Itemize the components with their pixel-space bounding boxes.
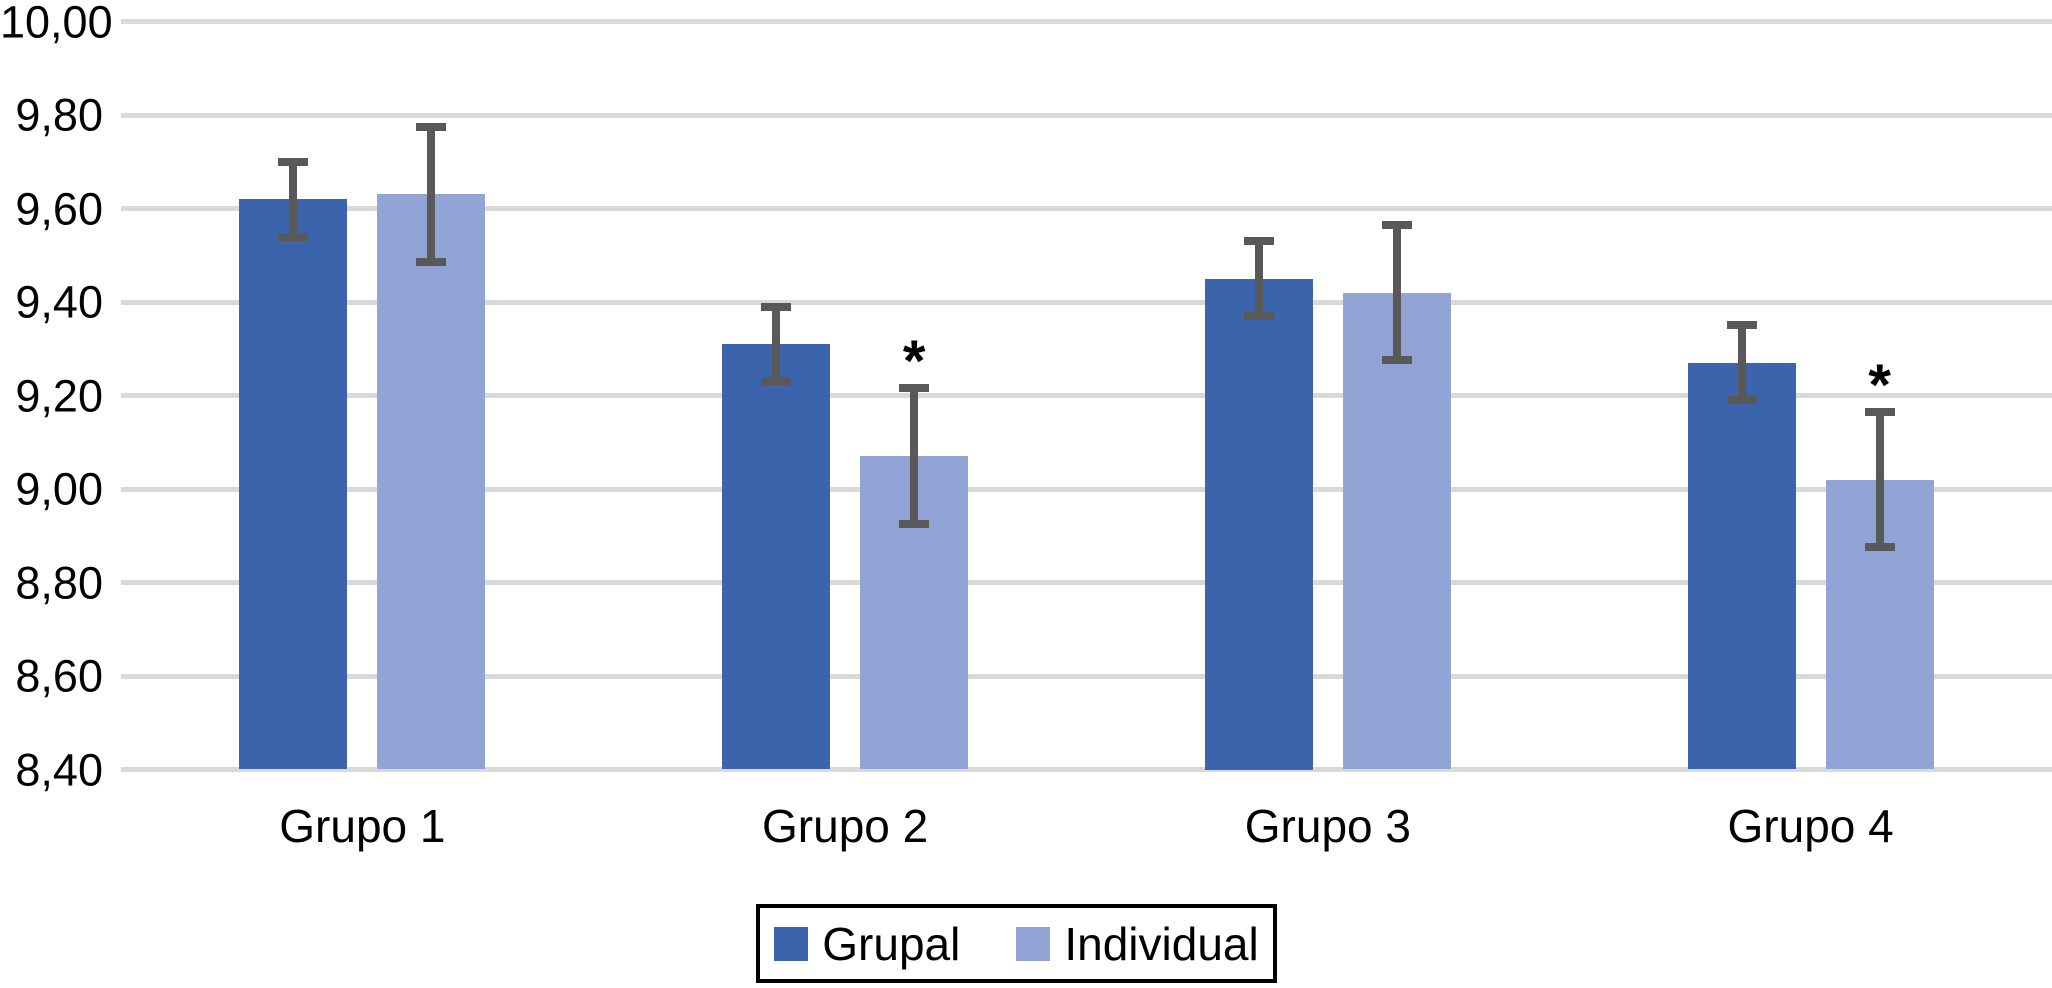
bar-grupal-grupo-2 [722,344,831,770]
error-bar-cap-bottom-individual-grupo-4 [1864,543,1895,552]
gridline-9-80 [121,112,2052,118]
error-bar-cap-top-individual-grupo-3 [1381,220,1412,229]
legend-label-grupal: Grupal [822,917,961,970]
bar-individual-grupo-1 [377,194,486,770]
legend: Grupal Individual [756,904,1277,983]
gridline-8-60 [121,673,2052,679]
x-axis-category-label-grupo-4: Grupo 4 [1727,800,1894,852]
error-bar-individual-grupo-1 [427,126,436,263]
bar-grupal-grupo-3 [1204,278,1313,770]
significance-asterisk-individual-grupo-2: * [902,329,926,395]
error-bar-cap-bottom-grupal-grupo-3 [1243,312,1274,321]
gridline-9-20 [121,393,2052,398]
error-bar-grupal-grupo-4 [1737,325,1746,401]
bar-grupal-grupo-4 [1687,362,1796,770]
error-bar-individual-grupo-4 [1875,411,1884,548]
gridline-10-00 [121,19,2052,24]
error-bar-cap-top-individual-grupo-4 [1864,407,1895,416]
gridline-8-40 [121,767,2052,772]
legend-item-individual: Individual [1016,917,1259,970]
error-bar-cap-top-grupal-grupo-1 [278,157,309,166]
y-axis-tick-label-8-60: 8,60 [15,650,103,702]
legend-swatch-grupal [774,926,809,961]
error-bar-cap-top-individual-grupo-1 [416,122,447,131]
gridline-9-00 [121,486,2052,492]
y-axis-tick-label-8-80: 8,80 [15,557,103,608]
error-bar-cap-top-individual-grupo-2 [899,384,930,393]
error-bar-grupal-grupo-1 [289,161,298,237]
error-bar-grupal-grupo-2 [772,306,781,382]
error-bar-individual-grupo-3 [1392,224,1401,361]
gridline-8-80 [121,580,2052,585]
y-axis-tick-label-10-00: 10,00 [0,0,113,47]
significance-asterisk-individual-grupo-4: * [1868,352,1891,418]
gridline-9-60 [121,206,2052,211]
y-axis-tick-label-9-80: 9,80 [15,89,103,141]
error-bar-cap-bottom-individual-grupo-2 [899,520,930,529]
error-bar-individual-grupo-2 [910,388,919,525]
error-bar-grupal-grupo-3 [1254,241,1263,317]
gridline-9-40 [121,299,2052,305]
x-axis-category-label-grupo-1: Grupo 1 [279,800,446,852]
y-axis-tick-label-9-00: 9,00 [15,463,103,515]
legend-label-individual: Individual [1064,917,1259,970]
error-bar-cap-bottom-individual-grupo-1 [416,258,447,267]
y-axis-tick-label-8-40: 8,40 [15,744,103,795]
y-axis-tick-label-9-60: 9,60 [15,183,103,234]
bar-individual-grupo-3 [1342,292,1451,770]
error-bar-cap-top-grupal-grupo-3 [1243,237,1274,246]
error-bar-cap-bottom-grupal-grupo-2 [761,377,792,386]
legend-swatch-individual [1016,926,1051,961]
y-axis-tick-label-9-20: 9,20 [15,370,103,421]
error-bar-cap-bottom-grupal-grupo-1 [278,232,309,241]
y-axis-tick-label-9-40: 9,40 [15,276,103,328]
x-axis-category-label-grupo-2: Grupo 2 [762,800,929,852]
bar-grupal-grupo-1 [239,199,348,770]
error-bar-cap-bottom-individual-grupo-3 [1381,356,1412,365]
error-bar-cap-top-grupal-grupo-4 [1726,321,1757,330]
legend-item-grupal: Grupal [774,921,960,967]
x-axis-category-label-grupo-3: Grupo 3 [1244,800,1411,852]
error-bar-cap-bottom-grupal-grupo-4 [1726,396,1757,405]
error-bar-cap-top-grupal-grupo-2 [761,302,792,311]
